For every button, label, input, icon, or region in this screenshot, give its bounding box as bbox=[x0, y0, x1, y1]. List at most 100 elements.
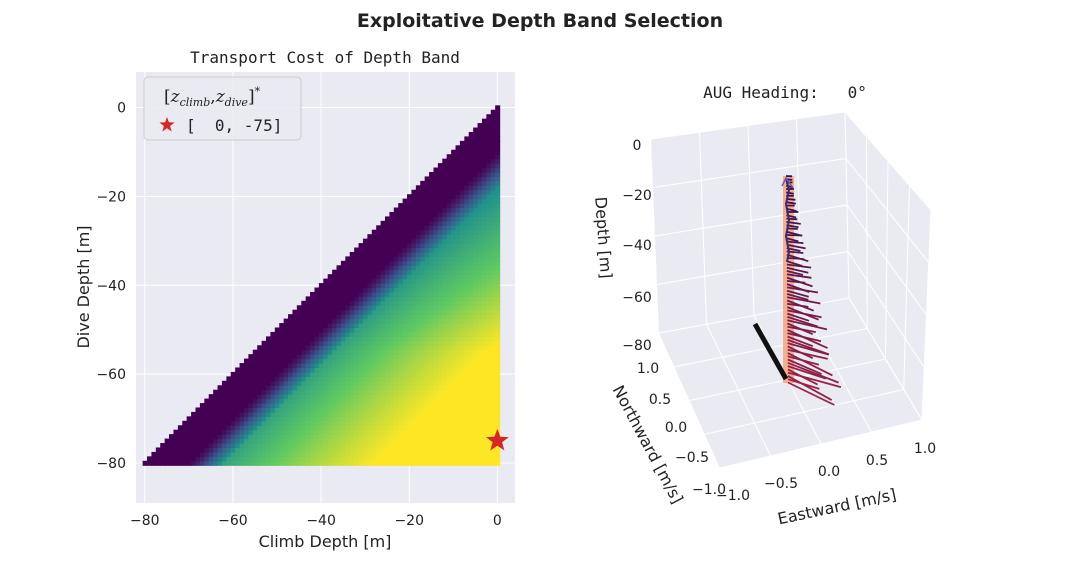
heatmap-cell bbox=[468, 163, 474, 169]
heatmap-cell bbox=[252, 407, 258, 413]
heatmap-cell bbox=[345, 389, 351, 395]
heatmap-cell bbox=[495, 371, 501, 377]
heatmap-cell bbox=[473, 456, 479, 462]
heatmap-cell bbox=[473, 140, 479, 146]
current-arrow bbox=[787, 319, 828, 331]
heatmap-cell bbox=[455, 305, 461, 311]
heatmap-cell bbox=[274, 331, 280, 337]
heatmap-cell bbox=[473, 229, 479, 235]
heatmap-cell bbox=[362, 318, 368, 324]
heatmap-cell bbox=[446, 456, 452, 462]
heatmap-cell bbox=[420, 376, 426, 382]
heatmap-cell bbox=[389, 340, 395, 346]
heatmap-cell bbox=[481, 363, 487, 369]
heatmap-cell bbox=[411, 411, 417, 417]
heatmap-cell bbox=[393, 274, 399, 280]
heatmap-cell bbox=[199, 438, 205, 444]
heatmap-cell bbox=[310, 398, 316, 404]
heatmap-cell bbox=[402, 234, 408, 240]
heatmap-cell bbox=[490, 149, 496, 155]
heatmap-cell bbox=[371, 447, 377, 453]
heatmap-cell bbox=[336, 349, 342, 355]
heatmap-cell bbox=[420, 283, 426, 289]
heatmap-cell bbox=[380, 443, 386, 449]
heatmap-cell bbox=[459, 243, 465, 249]
heatmap-cell bbox=[420, 385, 426, 391]
heatmap-cell bbox=[389, 331, 395, 337]
heatmap-cell bbox=[243, 380, 249, 386]
heatmap-cell bbox=[402, 451, 408, 457]
heatmap-cell bbox=[327, 429, 333, 435]
heatmap-cell bbox=[323, 327, 329, 333]
heatmap-cell bbox=[473, 411, 479, 417]
heatmap-cell bbox=[279, 389, 285, 395]
heatmap-cell bbox=[468, 398, 474, 404]
heatmap-cell bbox=[230, 394, 236, 400]
heatmap-cell bbox=[415, 291, 421, 297]
heatmap-cell bbox=[490, 260, 496, 266]
heatmap-cell bbox=[380, 420, 386, 426]
heatmap-cell bbox=[473, 171, 479, 178]
heatmap-cell bbox=[481, 371, 487, 377]
heatmap-cell bbox=[495, 296, 501, 302]
heatmap-cell bbox=[490, 323, 496, 329]
heatmap-cell bbox=[481, 309, 487, 315]
heatmap-cell bbox=[464, 145, 470, 151]
heatmap-cell bbox=[362, 420, 368, 426]
heatmap-cell bbox=[354, 447, 360, 453]
heatmap-cell bbox=[226, 394, 232, 400]
heatmap-cell bbox=[433, 265, 439, 271]
heatmap-cell bbox=[213, 456, 219, 462]
heatmap-cell bbox=[169, 447, 175, 453]
heatmap-cell bbox=[362, 451, 368, 457]
heatmap-cell bbox=[169, 434, 175, 440]
heatmap-cell bbox=[411, 300, 417, 306]
heatmap-cell bbox=[362, 349, 368, 355]
heatmap-cell bbox=[362, 456, 368, 462]
heatmap-cell bbox=[288, 327, 294, 333]
heatmap-cell bbox=[473, 278, 479, 284]
heatmap-cell bbox=[481, 340, 487, 346]
heatmap-cell bbox=[464, 411, 470, 417]
heatmap-cell bbox=[389, 274, 395, 280]
heatmap-cell bbox=[336, 296, 342, 302]
heatmap-cell bbox=[199, 429, 205, 435]
heatmap-cell bbox=[481, 256, 487, 262]
heatmap-cell bbox=[490, 194, 496, 200]
heatmap-cell bbox=[274, 451, 280, 457]
heatmap-cell bbox=[310, 385, 316, 391]
heatmap-cell bbox=[442, 349, 448, 355]
heatmap-cell bbox=[459, 443, 465, 449]
heatmap-cell bbox=[442, 220, 448, 226]
heatmap-cell bbox=[384, 220, 390, 226]
heatmap-cell bbox=[451, 283, 457, 289]
heatmap-cell bbox=[221, 411, 227, 417]
heatmap-cell bbox=[455, 287, 461, 293]
heatmap-cell bbox=[239, 416, 245, 422]
heatmap-cell bbox=[433, 176, 439, 182]
heatmap-cell bbox=[261, 358, 267, 364]
heatmap-cell bbox=[270, 331, 276, 337]
heatmap-cell bbox=[323, 411, 329, 417]
heatmap-cell bbox=[327, 376, 333, 382]
heatmap-cell bbox=[442, 314, 448, 320]
heatmap-cell bbox=[354, 456, 360, 462]
heatmap-cell bbox=[442, 287, 448, 293]
heatmap-cell bbox=[495, 234, 501, 240]
heatmap-cell bbox=[367, 274, 373, 280]
heatmap-cell bbox=[371, 425, 377, 431]
heatmap-cell bbox=[323, 429, 329, 435]
heatmap-cell bbox=[455, 149, 461, 155]
heatmap-cell bbox=[433, 189, 439, 195]
heatmap-cell bbox=[490, 411, 496, 417]
heatmap-cell bbox=[332, 438, 338, 444]
heatmap-cell bbox=[384, 256, 390, 262]
heatmap-cell bbox=[389, 220, 395, 226]
heatmap-cell bbox=[213, 434, 219, 440]
heatmap-cell bbox=[481, 131, 487, 138]
heatmap-cell bbox=[376, 234, 382, 240]
heatmap-cell bbox=[424, 358, 430, 364]
heatmap-cell bbox=[226, 411, 232, 417]
heatmap-cell bbox=[473, 385, 479, 391]
heatmap-cell bbox=[398, 376, 404, 382]
